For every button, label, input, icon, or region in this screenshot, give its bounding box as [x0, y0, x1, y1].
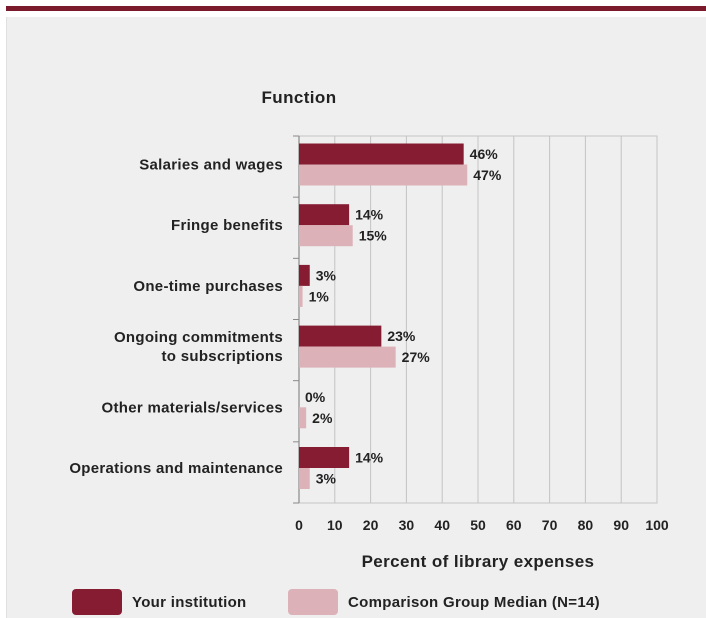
legend: Your institution Comparison Group Median … — [72, 589, 600, 615]
x-tick-label: 30 — [399, 517, 415, 533]
x-tick-label: 70 — [542, 517, 558, 533]
category-label: Fringe benefits — [171, 217, 283, 234]
data-label: 3% — [316, 471, 337, 487]
x-axis-title: Percent of library expenses — [362, 552, 595, 571]
bar-your-institution — [299, 143, 464, 165]
bar-comparison-median — [299, 468, 310, 489]
data-label: 2% — [312, 410, 333, 426]
x-tick-label: 10 — [327, 517, 343, 533]
labels: 0 10 20 30 40 50 60 70 80 90 100 46% 47% Salaries and… — [69, 146, 669, 533]
data-label: 14% — [355, 450, 384, 466]
bar-your-institution — [299, 325, 382, 347]
category-label: Other materials/services — [102, 399, 283, 416]
grid-lines — [293, 135, 658, 504]
category-label: Ongoing commitments to subscriptions — [114, 329, 283, 365]
category-label: One-time purchases — [133, 278, 283, 295]
data-label: 1% — [309, 288, 330, 304]
data-label: 46% — [470, 146, 499, 162]
legend-label: Your institution — [132, 594, 247, 611]
bar-your-institution — [299, 264, 310, 286]
x-tick-label: 100 — [645, 517, 669, 533]
x-tick-label: 0 — [295, 517, 303, 533]
x-tick-label: 80 — [578, 517, 594, 533]
bar-comparison-median — [299, 225, 353, 247]
x-tick-label: 90 — [613, 517, 629, 533]
data-label: 47% — [473, 167, 502, 183]
category-label: Salaries and wages — [139, 157, 283, 174]
bar-comparison-median — [299, 285, 303, 307]
bar-comparison-median — [299, 164, 468, 186]
y-axis-title: Function — [262, 88, 337, 107]
chart-panel — [6, 17, 706, 618]
category-label: Operations and maintenance — [69, 460, 283, 477]
bar-comparison-median — [299, 407, 307, 429]
x-tick-label: 60 — [506, 517, 522, 533]
data-label: 15% — [359, 228, 388, 244]
x-tick-label: 20 — [363, 517, 379, 533]
data-label: 23% — [387, 328, 416, 344]
bar-your-institution — [299, 447, 350, 468]
legend-label: Comparison Group Median (N=14) — [348, 594, 600, 611]
x-tick-label: 50 — [470, 517, 486, 533]
legend-swatch — [72, 589, 122, 615]
bar-your-institution — [299, 204, 350, 226]
data-label: 3% — [316, 267, 337, 283]
data-label: 0% — [305, 389, 326, 405]
bar-comparison-median — [299, 346, 396, 368]
data-label: 27% — [402, 349, 431, 365]
bars — [299, 143, 468, 489]
x-tick-label: 40 — [434, 517, 450, 533]
data-label: 14% — [355, 207, 384, 223]
legend-swatch — [288, 589, 338, 615]
top-rule — [6, 6, 706, 11]
